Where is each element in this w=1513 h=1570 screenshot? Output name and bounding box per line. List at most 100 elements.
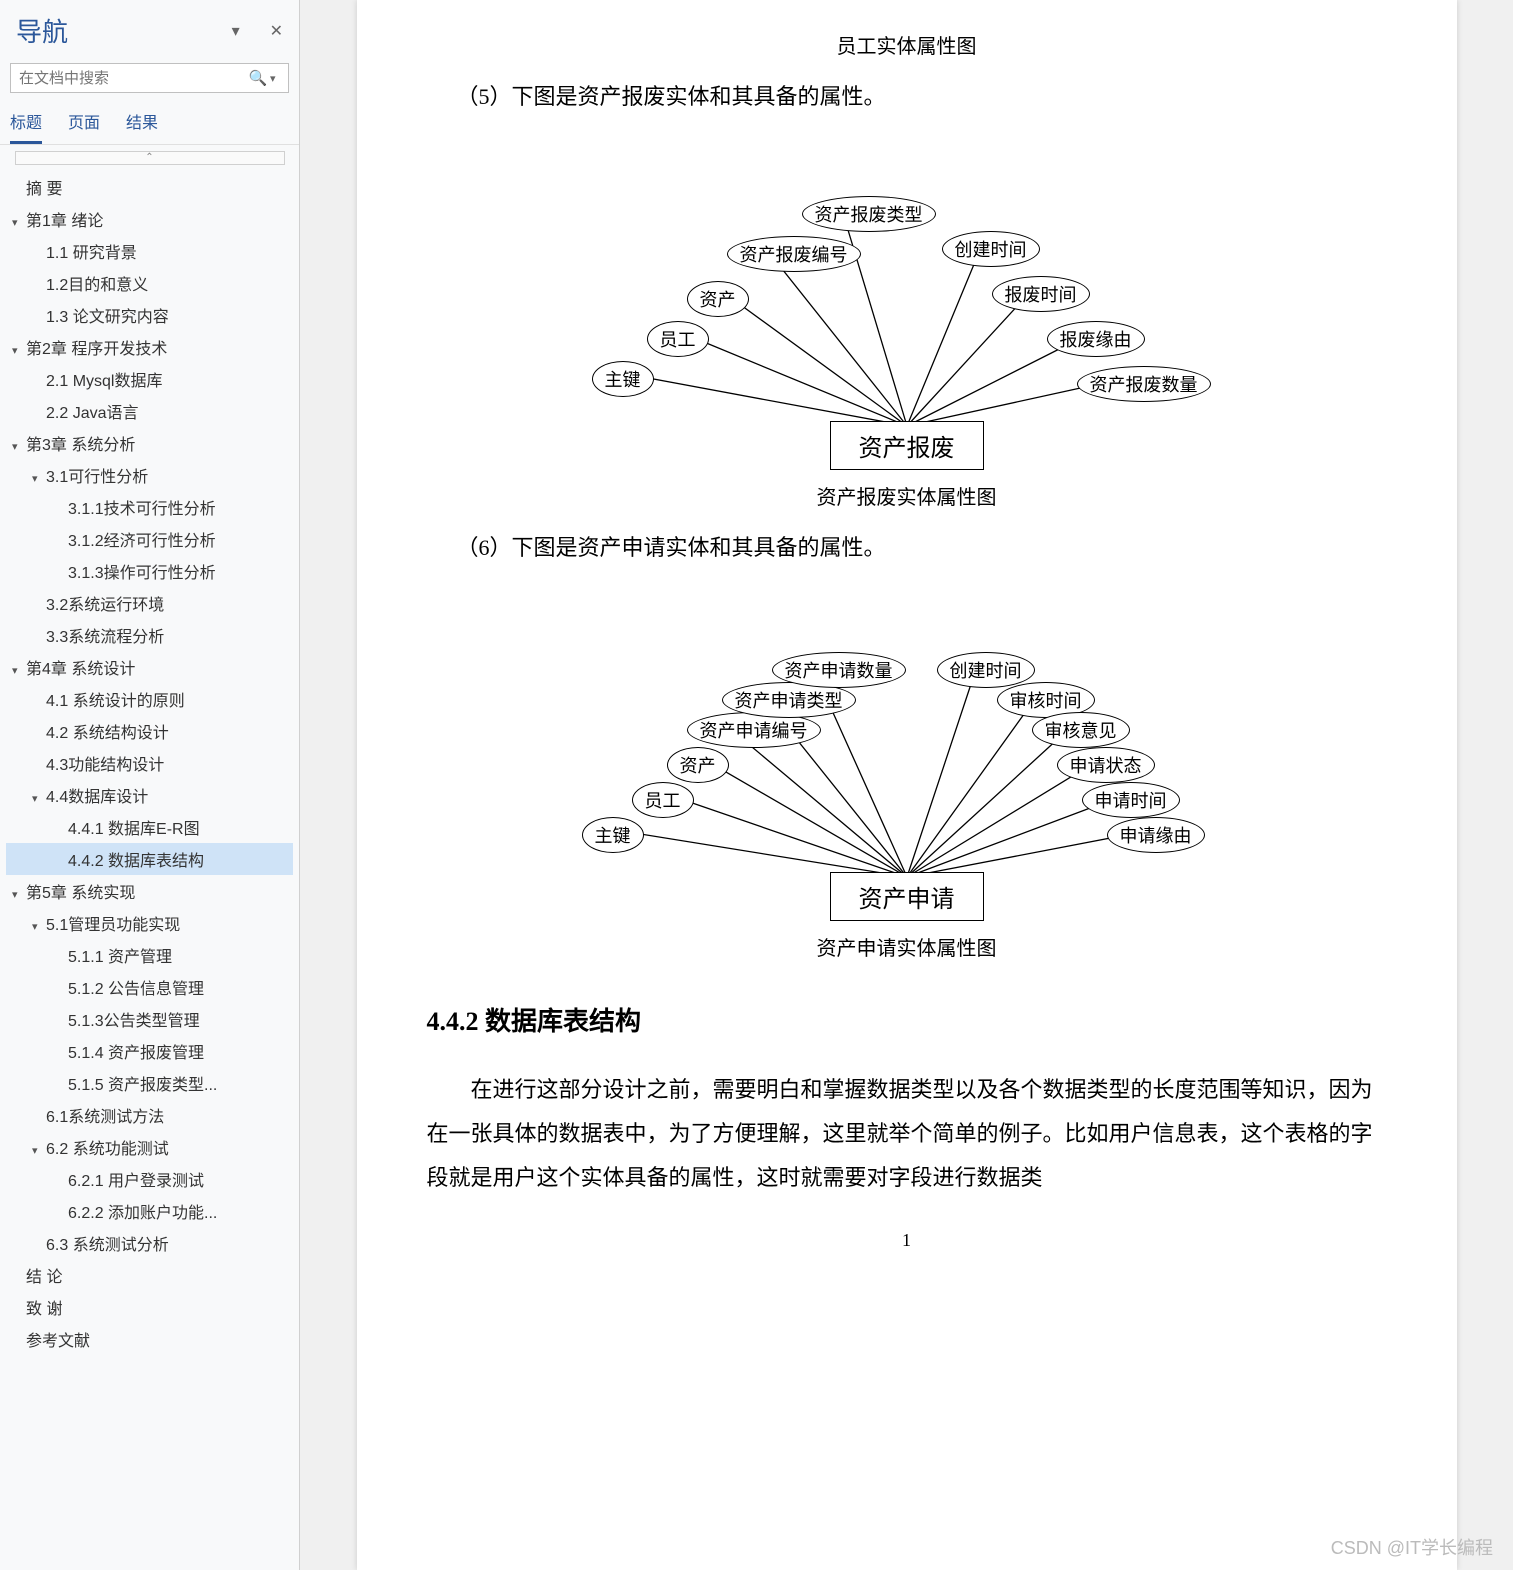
outline-item-label: 致 谢	[26, 1301, 62, 1318]
expand-arrow-icon: ▾	[32, 920, 46, 933]
erd-attribute: 创建时间	[937, 652, 1035, 688]
outline-item-label: 3.3系统流程分析	[46, 629, 164, 646]
outline-item[interactable]: 5.1.4 资产报废管理	[6, 1035, 293, 1067]
expand-arrow-icon: ▾	[32, 792, 46, 805]
outline-item-label: 6.2.2 添加账户功能...	[68, 1205, 217, 1222]
outline-item-label: 1.3 论文研究内容	[46, 309, 169, 326]
outline-item[interactable]: 4.4.1 数据库E-R图	[6, 811, 293, 843]
outline-item-label: 2.1 Mysql数据库	[46, 373, 162, 390]
outline-item[interactable]: 3.1.1技术可行性分析	[6, 491, 293, 523]
tab-pages[interactable]: 页面	[68, 103, 100, 144]
outline-item-label: 第5章 系统实现	[26, 885, 135, 902]
erd-attribute: 创建时间	[942, 231, 1040, 267]
outline-item[interactable]: 6.3 系统测试分析	[6, 1227, 293, 1259]
erd-attribute: 资产	[687, 281, 749, 317]
outline-item[interactable]: 1.2目的和意义	[6, 267, 293, 299]
search-box[interactable]: 🔍 ▾	[10, 63, 289, 93]
figure-caption-2: 资产申请实体属性图	[427, 932, 1387, 961]
erd-attribute: 员工	[647, 321, 709, 357]
erd-attribute: 员工	[632, 782, 694, 818]
outline-item-label: 3.2系统运行环境	[46, 597, 164, 614]
erd-attribute: 资产申请数量	[772, 652, 906, 688]
erd-entity: 资产申请	[830, 872, 984, 921]
outline-item-label: 结 论	[26, 1269, 62, 1286]
erd-attribute: 申请缘由	[1107, 817, 1205, 853]
erd-diagram-asset-scrap: 主键员工资产资产报废编号资产报废类型创建时间报废时间报废缘由资产报废数量资产报废	[507, 131, 1307, 471]
outline-item[interactable]: 3.1.2经济可行性分析	[6, 523, 293, 555]
outline-item[interactable]: 4.2 系统结构设计	[6, 715, 293, 747]
search-icon[interactable]: 🔍	[246, 69, 270, 87]
outline-item[interactable]: 6.2.1 用户登录测试	[6, 1163, 293, 1195]
outline-item-label: 第1章 绪论	[26, 213, 103, 230]
expand-arrow-icon: ▾	[12, 888, 26, 901]
erd-attribute: 资产报废数量	[1077, 366, 1211, 402]
outline-item[interactable]: ▾第4章 系统设计	[6, 651, 293, 683]
outline-item[interactable]: 4.1 系统设计的原则	[6, 683, 293, 715]
outline-item[interactable]: 5.1.2 公告信息管理	[6, 971, 293, 1003]
outline-item[interactable]: 1.3 论文研究内容	[6, 299, 293, 331]
collapse-handle[interactable]: ⌃	[15, 151, 285, 165]
expand-arrow-icon: ▾	[32, 1144, 46, 1157]
figure-caption-prev: 员工实体属性图	[427, 30, 1387, 59]
outline-item[interactable]: 2.1 Mysql数据库	[6, 363, 293, 395]
paragraph-6: （6）下图是资产申请实体和其具备的属性。	[457, 530, 1387, 562]
outline-item-label: 6.3 系统测试分析	[46, 1237, 169, 1254]
outline-item[interactable]: 4.3功能结构设计	[6, 747, 293, 779]
outline-item-label: 4.2 系统结构设计	[46, 725, 169, 742]
tab-headings[interactable]: 标题	[10, 103, 42, 144]
search-row: 🔍 ▾	[0, 57, 299, 103]
outline-item[interactable]: ▾第5章 系统实现	[6, 875, 293, 907]
search-dropdown-icon[interactable]: ▾	[270, 72, 288, 85]
outline-tree: 摘 要▾第1章 绪论1.1 研究背景1.2目的和意义1.3 论文研究内容▾第2章…	[0, 169, 299, 1570]
outline-item[interactable]: 结 论	[6, 1259, 293, 1291]
outline-item-label: 3.1.2经济可行性分析	[68, 533, 216, 550]
outline-item[interactable]: 5.1.3公告类型管理	[6, 1003, 293, 1035]
outline-item[interactable]: ▾第2章 程序开发技术	[6, 331, 293, 363]
outline-item-label: 4.4.1 数据库E-R图	[68, 821, 200, 838]
tab-results[interactable]: 结果	[126, 103, 158, 144]
outline-item[interactable]: ▾第1章 绪论	[6, 203, 293, 235]
outline-item-label: 3.1可行性分析	[46, 469, 148, 486]
outline-item[interactable]: 5.1.5 资产报废类型...	[6, 1067, 293, 1099]
outline-item[interactable]: 3.1.3操作可行性分析	[6, 555, 293, 587]
outline-item-label: 第3章 系统分析	[26, 437, 135, 454]
outline-item[interactable]: ▾第3章 系统分析	[6, 427, 293, 459]
outline-item-label: 5.1.5 资产报废类型...	[68, 1077, 217, 1094]
outline-item[interactable]: 致 谢	[6, 1291, 293, 1323]
nav-header: 导航 ▾ ✕	[0, 0, 299, 57]
section-heading-442: 4.4.2 数据库表结构	[427, 1001, 1387, 1038]
outline-item[interactable]: 2.2 Java语言	[6, 395, 293, 427]
outline-item[interactable]: 3.3系统流程分析	[6, 619, 293, 651]
expand-arrow-icon: ▾	[12, 440, 26, 453]
outline-item[interactable]: 1.1 研究背景	[6, 235, 293, 267]
erd-diagram-asset-apply: 主键员工资产资产申请编号资产申请类型资产申请数量创建时间审核时间审核意见申请状态…	[507, 582, 1307, 922]
outline-item[interactable]: 5.1.1 资产管理	[6, 939, 293, 971]
outline-item[interactable]: 3.2系统运行环境	[6, 587, 293, 619]
erd-attribute: 申请状态	[1057, 747, 1155, 783]
outline-item[interactable]: 6.2.2 添加账户功能...	[6, 1195, 293, 1227]
outline-item[interactable]: ▾6.2 系统功能测试	[6, 1131, 293, 1163]
outline-item-label: 4.1 系统设计的原则	[46, 693, 185, 710]
outline-item[interactable]: 4.4.2 数据库表结构	[6, 843, 293, 875]
search-input[interactable]	[11, 66, 246, 91]
outline-item-label: 4.4.2 数据库表结构	[68, 853, 204, 870]
outline-item-label: 5.1.4 资产报废管理	[68, 1045, 204, 1062]
expand-arrow-icon: ▾	[12, 344, 26, 357]
chevron-down-icon[interactable]: ▾	[232, 21, 240, 41]
outline-item-label: 6.1系统测试方法	[46, 1109, 164, 1126]
outline-item[interactable]: ▾4.4数据库设计	[6, 779, 293, 811]
close-icon[interactable]: ✕	[270, 21, 283, 41]
paragraph-5: （5）下图是资产报废实体和其具备的属性。	[457, 79, 1387, 111]
outline-item[interactable]: 参考文献	[6, 1323, 293, 1355]
outline-item[interactable]: 摘 要	[6, 171, 293, 203]
outline-item[interactable]: 6.1系统测试方法	[6, 1099, 293, 1131]
outline-item-label: 1.2目的和意义	[46, 277, 148, 294]
outline-item-label: 第2章 程序开发技术	[26, 341, 167, 358]
outline-item-label: 第4章 系统设计	[26, 661, 135, 678]
outline-item-label: 3.1.3操作可行性分析	[68, 565, 216, 582]
erd-attribute: 主键	[582, 817, 644, 853]
outline-item[interactable]: ▾3.1可行性分析	[6, 459, 293, 491]
expand-arrow-icon: ▾	[12, 216, 26, 229]
outline-item[interactable]: ▾5.1管理员功能实现	[6, 907, 293, 939]
expand-arrow-icon: ▾	[12, 664, 26, 677]
